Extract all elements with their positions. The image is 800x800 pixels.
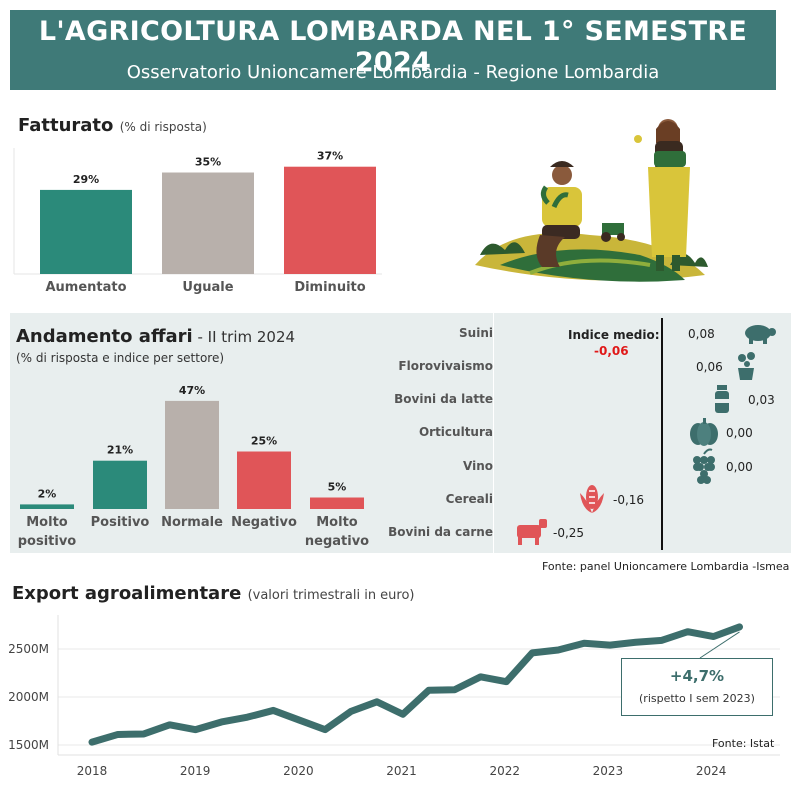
index-medio-label: Indice medio: bbox=[568, 328, 660, 342]
export-x-tick: 2018 bbox=[77, 764, 108, 778]
export-x-tick: 2022 bbox=[489, 764, 520, 778]
milk-bottle-icon bbox=[715, 385, 729, 413]
export-chart: 1500M 2000M 2500M 2018 2019 2020 2021 2022 2023 2… bbox=[8, 615, 780, 778]
export-y-tick: 2000M bbox=[8, 690, 49, 704]
fatturato-bar bbox=[162, 172, 254, 274]
export-y-tick: 1500M bbox=[8, 738, 49, 752]
callout-value: +4,7% bbox=[669, 667, 725, 685]
fatturato-category-label: Aumentato bbox=[45, 280, 126, 295]
fatturato-title: Fatturato (% di risposta) bbox=[18, 115, 207, 136]
andamento-category-label: Positivo bbox=[91, 515, 150, 530]
sector-value-label: -0,16 bbox=[613, 493, 644, 507]
flower-pot-icon bbox=[738, 352, 755, 380]
panel-source: Fonte: panel Unioncamere Lombardia -Isme… bbox=[542, 560, 790, 573]
callout-leader bbox=[699, 631, 740, 659]
grapes-icon bbox=[693, 448, 715, 484]
export-title: Export agroalimentare (valori trimestral… bbox=[12, 583, 415, 604]
cow-icon bbox=[517, 519, 547, 545]
andamento-bar bbox=[310, 497, 364, 509]
andamento-bar-label: 5% bbox=[328, 481, 347, 494]
sector-label: Vino bbox=[463, 459, 493, 473]
andamento-bar bbox=[93, 460, 147, 509]
sector-label: Florovivaismo bbox=[398, 359, 493, 373]
andamento-category-label: Negativo bbox=[231, 515, 297, 530]
sector-label: Suini bbox=[459, 326, 493, 340]
andamento-bar-label: 2% bbox=[38, 487, 57, 500]
page-title: L'AGRICOLTURA LOMBARDA NEL 1° SEMESTRE 2… bbox=[38, 16, 748, 78]
export-x-tick: 2020 bbox=[283, 764, 314, 778]
sector-value-label: 0,00 bbox=[726, 426, 753, 440]
sector-label: Orticultura bbox=[419, 425, 493, 439]
fatturato-bar bbox=[40, 189, 132, 274]
index-zero-line bbox=[661, 318, 663, 550]
export-callout: +4,7% (rispetto I sem 2023) bbox=[621, 658, 773, 716]
sector-index-chart: Suini 0,08 Florovivaismo 0,06 Bovini da latt… bbox=[388, 325, 776, 545]
andamento-subtitle: (% di risposta e indice per settore) bbox=[16, 351, 225, 365]
andamento-bar bbox=[237, 451, 291, 509]
andamento-category-label: Molto negativo bbox=[305, 515, 369, 549]
export-x-tick: 2021 bbox=[386, 764, 417, 778]
andamento-title: Andamento affari - II trim 2024 bbox=[16, 326, 296, 347]
fatturato-bar-label: 35% bbox=[195, 156, 221, 169]
export-source: Fonte: Istat bbox=[712, 737, 775, 750]
pig-icon bbox=[745, 325, 776, 344]
andamento-bar-label: 25% bbox=[251, 435, 277, 448]
sector-value-label: 0,08 bbox=[688, 327, 715, 341]
sector-value-label: -0,25 bbox=[553, 526, 584, 540]
andamento-bar-label: 21% bbox=[107, 444, 133, 457]
page-header: L'AGRICOLTURA LOMBARDA NEL 1° SEMESTRE 2… bbox=[10, 10, 776, 90]
fatturato-bar bbox=[284, 166, 376, 274]
andamento-category-label: Normale bbox=[161, 515, 223, 530]
fatturato-bar-label: 29% bbox=[73, 173, 99, 186]
export-x-tick: 2023 bbox=[593, 764, 624, 778]
export-x-tick: 2019 bbox=[180, 764, 211, 778]
sector-label: Cereali bbox=[446, 492, 493, 506]
sector-value-label: 0,03 bbox=[748, 393, 775, 407]
fatturato-bar-label: 37% bbox=[317, 150, 343, 163]
pumpkin-icon bbox=[690, 418, 718, 446]
fatturato-category-label: Diminuito bbox=[294, 280, 365, 295]
sector-label: Bovini da latte bbox=[394, 392, 493, 406]
export-x-tick: 2024 bbox=[696, 764, 727, 778]
sector-value-label: 0,06 bbox=[696, 360, 723, 374]
index-medio-value: -0,06 bbox=[594, 344, 629, 358]
panel-divider bbox=[493, 313, 494, 553]
andamento-category-label: Molto positivo bbox=[18, 515, 77, 549]
export-line bbox=[88, 623, 743, 746]
fatturato-chart: 29% Aumentato 35% Uguale 37% Diminuito bbox=[13, 148, 382, 295]
andamento-bar bbox=[165, 400, 219, 509]
sector-value-label: 0,00 bbox=[726, 460, 753, 474]
farmers-illustration bbox=[475, 119, 708, 282]
page-subtitle: Osservatorio Unioncamere Lombardia - Reg… bbox=[126, 62, 660, 83]
andamento-bar bbox=[20, 504, 74, 509]
andamento-panel bbox=[10, 313, 791, 553]
export-y-tick: 2500M bbox=[8, 642, 49, 656]
callout-note: (rispetto I sem 2023) bbox=[639, 692, 755, 705]
sector-label: Bovini da carne bbox=[388, 525, 493, 539]
andamento-bar-label: 47% bbox=[179, 384, 205, 397]
andamento-chart: 2% Molto positivo 21% Positivo 47% Normale 25% N… bbox=[18, 384, 369, 549]
fatturato-category-label: Uguale bbox=[182, 280, 233, 295]
corn-icon bbox=[580, 485, 604, 513]
